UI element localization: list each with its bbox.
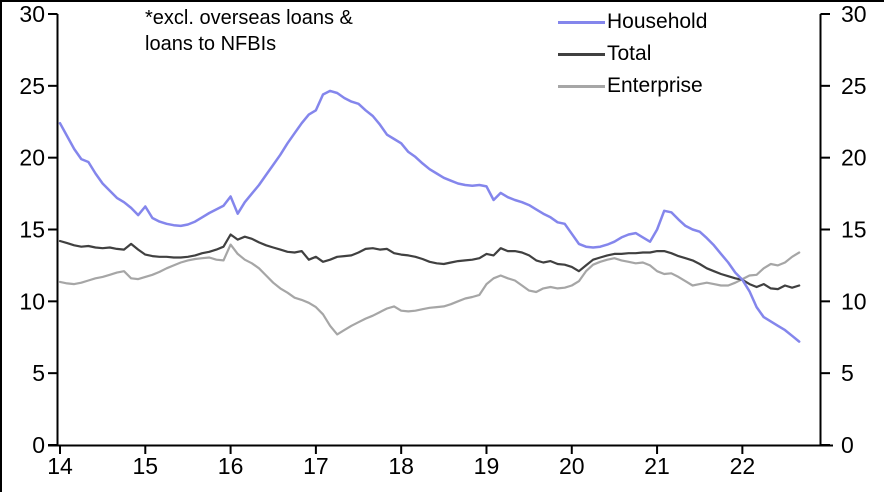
x-axis-label: 21 xyxy=(644,453,670,479)
y-axis-label-right: 25 xyxy=(841,73,867,99)
y-axis-label-right: 10 xyxy=(841,288,867,314)
series-line-enterprise xyxy=(58,243,801,336)
x-axis-label: 18 xyxy=(388,453,414,479)
legend-label-household: Household xyxy=(607,10,708,33)
legend-item-enterprise: Enterprise xyxy=(558,70,707,102)
y-axis-label-left: 10 xyxy=(19,288,45,314)
x-axis-label: 15 xyxy=(132,453,158,479)
total-line-swatch xyxy=(558,52,605,56)
y-axis-label-left: 30 xyxy=(19,1,45,27)
legend: Household Total Enterprise xyxy=(558,6,707,102)
y-axis-label-left: 25 xyxy=(19,73,45,99)
y-axis-label-right: 20 xyxy=(841,145,867,171)
x-axis-label: 19 xyxy=(474,453,500,479)
legend-item-household: Household xyxy=(558,6,707,38)
y-axis-label-right: 30 xyxy=(841,1,867,27)
series-line-total xyxy=(58,233,801,291)
y-axis-label-right: 5 xyxy=(841,360,854,386)
x-axis-label: 20 xyxy=(559,453,585,479)
x-axis-label: 14 xyxy=(47,453,73,479)
legend-item-total: Total xyxy=(558,38,707,70)
enterprise-line-swatch xyxy=(558,84,605,88)
series-line-household xyxy=(58,89,801,343)
legend-label-total: Total xyxy=(607,42,652,65)
y-axis-label-left: 15 xyxy=(19,217,45,243)
x-axis-label: 16 xyxy=(218,453,244,479)
chart-annotation: *excl. overseas loans & loans to NFBIs xyxy=(145,5,353,57)
y-axis-label-left: 20 xyxy=(19,145,45,171)
annotation-line-1: *excl. overseas loans & xyxy=(145,7,353,29)
y-axis-label-right: 15 xyxy=(841,217,867,243)
x-axis-label: 22 xyxy=(730,453,756,479)
y-axis-label-right: 0 xyxy=(841,432,854,458)
legend-label-enterprise: Enterprise xyxy=(607,74,703,97)
y-axis-label-left: 5 xyxy=(32,360,45,386)
x-axis-label: 17 xyxy=(303,453,329,479)
household-line-swatch xyxy=(558,20,605,24)
annotation-line-2: loans to NFBIs xyxy=(145,33,277,55)
y-axis-label-left: 0 xyxy=(32,432,45,458)
